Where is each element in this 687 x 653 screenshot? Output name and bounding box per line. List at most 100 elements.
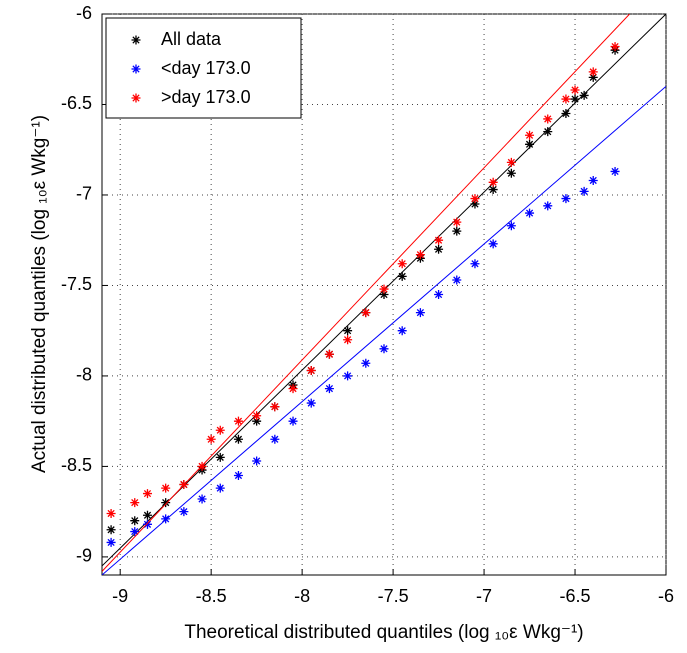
data-point	[588, 72, 598, 82]
data-point	[270, 434, 280, 444]
data-point	[306, 398, 316, 408]
data-point	[306, 366, 316, 376]
data-point	[161, 514, 171, 524]
y-tick-label: -7	[76, 184, 92, 204]
fit-line	[102, 14, 630, 572]
data-point	[488, 239, 498, 249]
data-point	[506, 157, 516, 167]
data-point	[415, 308, 425, 318]
data-point	[252, 456, 262, 466]
data-point	[106, 525, 116, 535]
data-point	[397, 326, 407, 336]
legend-marker	[131, 93, 141, 103]
x-tick-label: -7	[476, 586, 492, 606]
data-point	[525, 208, 535, 218]
data-point	[525, 130, 535, 140]
x-tick-label: -6.5	[560, 586, 591, 606]
data-point	[270, 402, 280, 412]
data-point	[206, 434, 216, 444]
data-point	[488, 185, 498, 195]
data-point	[343, 335, 353, 345]
data-point	[488, 177, 498, 187]
data-point	[397, 271, 407, 281]
data-point	[252, 411, 262, 421]
data-point	[142, 519, 152, 529]
y-tick-label: -6.5	[61, 93, 92, 113]
data-point	[379, 284, 389, 294]
data-point	[142, 489, 152, 499]
legend-marker	[131, 64, 141, 74]
y-tick-label: -8.5	[61, 455, 92, 475]
data-point	[215, 452, 225, 462]
data-point	[324, 349, 334, 359]
data-point	[470, 194, 480, 204]
data-point	[343, 371, 353, 381]
y-tick-label: -7.5	[61, 274, 92, 294]
data-point	[379, 344, 389, 354]
y-tick-label: -8	[76, 365, 92, 385]
data-point	[543, 201, 553, 211]
data-point	[233, 416, 243, 426]
legend-label: All data	[161, 29, 222, 49]
data-point	[588, 67, 598, 77]
data-point	[161, 498, 171, 508]
data-point	[106, 508, 116, 518]
data-point	[610, 166, 620, 176]
data-point	[506, 168, 516, 178]
legend-label: >day 173.0	[161, 87, 251, 107]
data-point	[561, 94, 571, 104]
data-point	[570, 94, 580, 104]
data-point	[610, 42, 620, 52]
data-point	[434, 290, 444, 299]
data-point	[579, 90, 589, 100]
data-point	[452, 226, 462, 236]
data-point	[142, 510, 152, 520]
data-point	[215, 483, 225, 493]
x-tick-label: -8.5	[196, 586, 227, 606]
data-point	[288, 416, 298, 426]
y-axis-label: Actual distributed quantiles (log ₁₀ε Wk…	[29, 115, 50, 473]
data-point	[415, 250, 425, 260]
x-tick-label: -6	[658, 586, 674, 606]
data-point	[452, 275, 462, 285]
data-point	[588, 175, 598, 185]
data-point	[579, 186, 589, 196]
data-point	[130, 516, 140, 526]
fit-line	[102, 86, 666, 575]
data-point	[343, 326, 353, 336]
legend-marker	[131, 35, 141, 45]
x-tick-label: -8	[294, 586, 310, 606]
y-tick-label: -9	[76, 546, 92, 566]
data-point	[452, 217, 462, 227]
data-point	[288, 384, 298, 394]
data-point	[197, 494, 207, 504]
data-point	[561, 109, 571, 119]
x-tick-label: -7.5	[378, 586, 409, 606]
data-point	[361, 308, 371, 318]
data-point	[324, 384, 334, 394]
data-point	[570, 85, 580, 95]
data-point	[130, 498, 140, 508]
data-point	[543, 127, 553, 137]
data-point	[233, 434, 243, 444]
y-tick-label: -6	[76, 3, 92, 23]
data-point	[543, 114, 553, 124]
legend-label: <day 173.0	[161, 58, 251, 78]
data-point	[233, 470, 243, 480]
data-point	[215, 425, 225, 435]
x-axis-label: Theoretical distributed quantiles (log ₁…	[184, 622, 583, 643]
data-point	[252, 416, 262, 426]
data-point	[434, 244, 444, 254]
data-point	[470, 259, 480, 269]
data-point	[179, 507, 189, 517]
data-point	[506, 221, 516, 231]
data-point	[379, 290, 389, 299]
data-point	[397, 259, 407, 269]
data-point	[525, 139, 535, 149]
data-point	[470, 199, 480, 209]
x-tick-label: -9	[112, 586, 128, 606]
data-point	[106, 537, 116, 547]
data-point	[434, 235, 444, 245]
data-point	[161, 483, 171, 493]
